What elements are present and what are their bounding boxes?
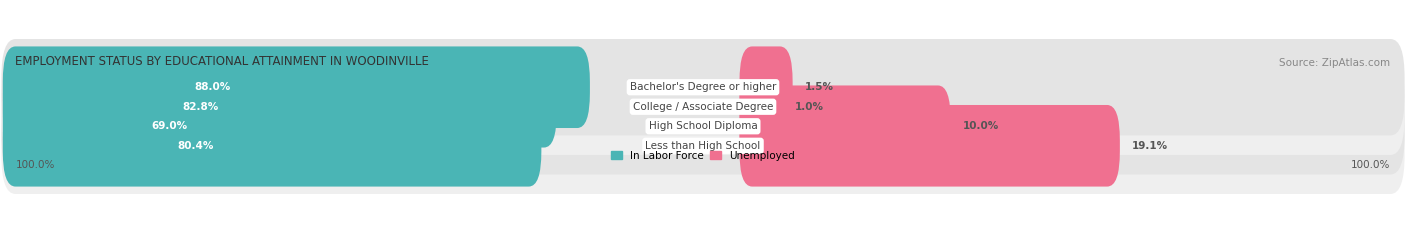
Text: College / Associate Degree: College / Associate Degree — [633, 102, 773, 112]
FancyBboxPatch shape — [740, 66, 783, 147]
Text: 69.0%: 69.0% — [152, 121, 187, 131]
FancyBboxPatch shape — [740, 105, 1119, 187]
Legend: In Labor Force, Unemployed: In Labor Force, Unemployed — [612, 151, 794, 161]
Text: Bachelor's Degree or higher: Bachelor's Degree or higher — [630, 82, 776, 92]
FancyBboxPatch shape — [1, 98, 1405, 194]
FancyBboxPatch shape — [1, 39, 1405, 135]
FancyBboxPatch shape — [740, 46, 793, 128]
Text: 82.8%: 82.8% — [183, 102, 218, 112]
Text: Source: ZipAtlas.com: Source: ZipAtlas.com — [1279, 58, 1391, 68]
Text: 10.0%: 10.0% — [963, 121, 998, 131]
FancyBboxPatch shape — [3, 86, 468, 167]
Text: 80.4%: 80.4% — [177, 141, 214, 151]
FancyBboxPatch shape — [3, 66, 557, 147]
Text: 1.0%: 1.0% — [796, 102, 824, 112]
Text: High School Diploma: High School Diploma — [648, 121, 758, 131]
FancyBboxPatch shape — [3, 105, 541, 187]
Text: 1.5%: 1.5% — [804, 82, 834, 92]
Text: 88.0%: 88.0% — [194, 82, 231, 92]
Text: EMPLOYMENT STATUS BY EDUCATIONAL ATTAINMENT IN WOODINVILLE: EMPLOYMENT STATUS BY EDUCATIONAL ATTAINM… — [15, 55, 429, 68]
FancyBboxPatch shape — [1, 78, 1405, 175]
Text: 19.1%: 19.1% — [1132, 141, 1168, 151]
Text: Less than High School: Less than High School — [645, 141, 761, 151]
Text: 100.0%: 100.0% — [15, 160, 55, 170]
FancyBboxPatch shape — [740, 86, 950, 167]
FancyBboxPatch shape — [1, 58, 1405, 155]
Text: 100.0%: 100.0% — [1351, 160, 1391, 170]
FancyBboxPatch shape — [3, 46, 591, 128]
